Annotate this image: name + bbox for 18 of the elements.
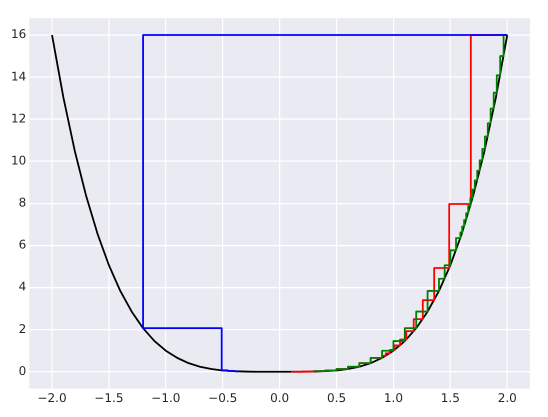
y-tick-label: 10 [10,153,26,168]
x-tick-label: −1.5 [94,390,124,405]
y-tick-label: 14 [10,69,26,84]
x-tick-label: −0.5 [208,390,238,405]
x-tick-label: 1.0 [384,390,403,405]
x-tick-label: 0.5 [326,390,346,405]
y-tick-label: 2 [18,322,26,336]
y-tick-label: 12 [10,111,26,126]
x-tick-label: 2.0 [498,390,517,405]
x-tick-label: 0.0 [270,390,290,405]
x-tick-label: −2.0 [37,390,67,405]
y-tick-label: 16 [10,27,26,42]
y-tick-label: 0 [18,364,26,378]
x-tick-label: −1.0 [151,390,180,405]
y-tick-label: 8 [18,196,26,210]
x-tick-label: 1.5 [440,390,460,405]
y-tick-label: 6 [18,238,26,252]
y-tick-label: 4 [18,280,26,294]
